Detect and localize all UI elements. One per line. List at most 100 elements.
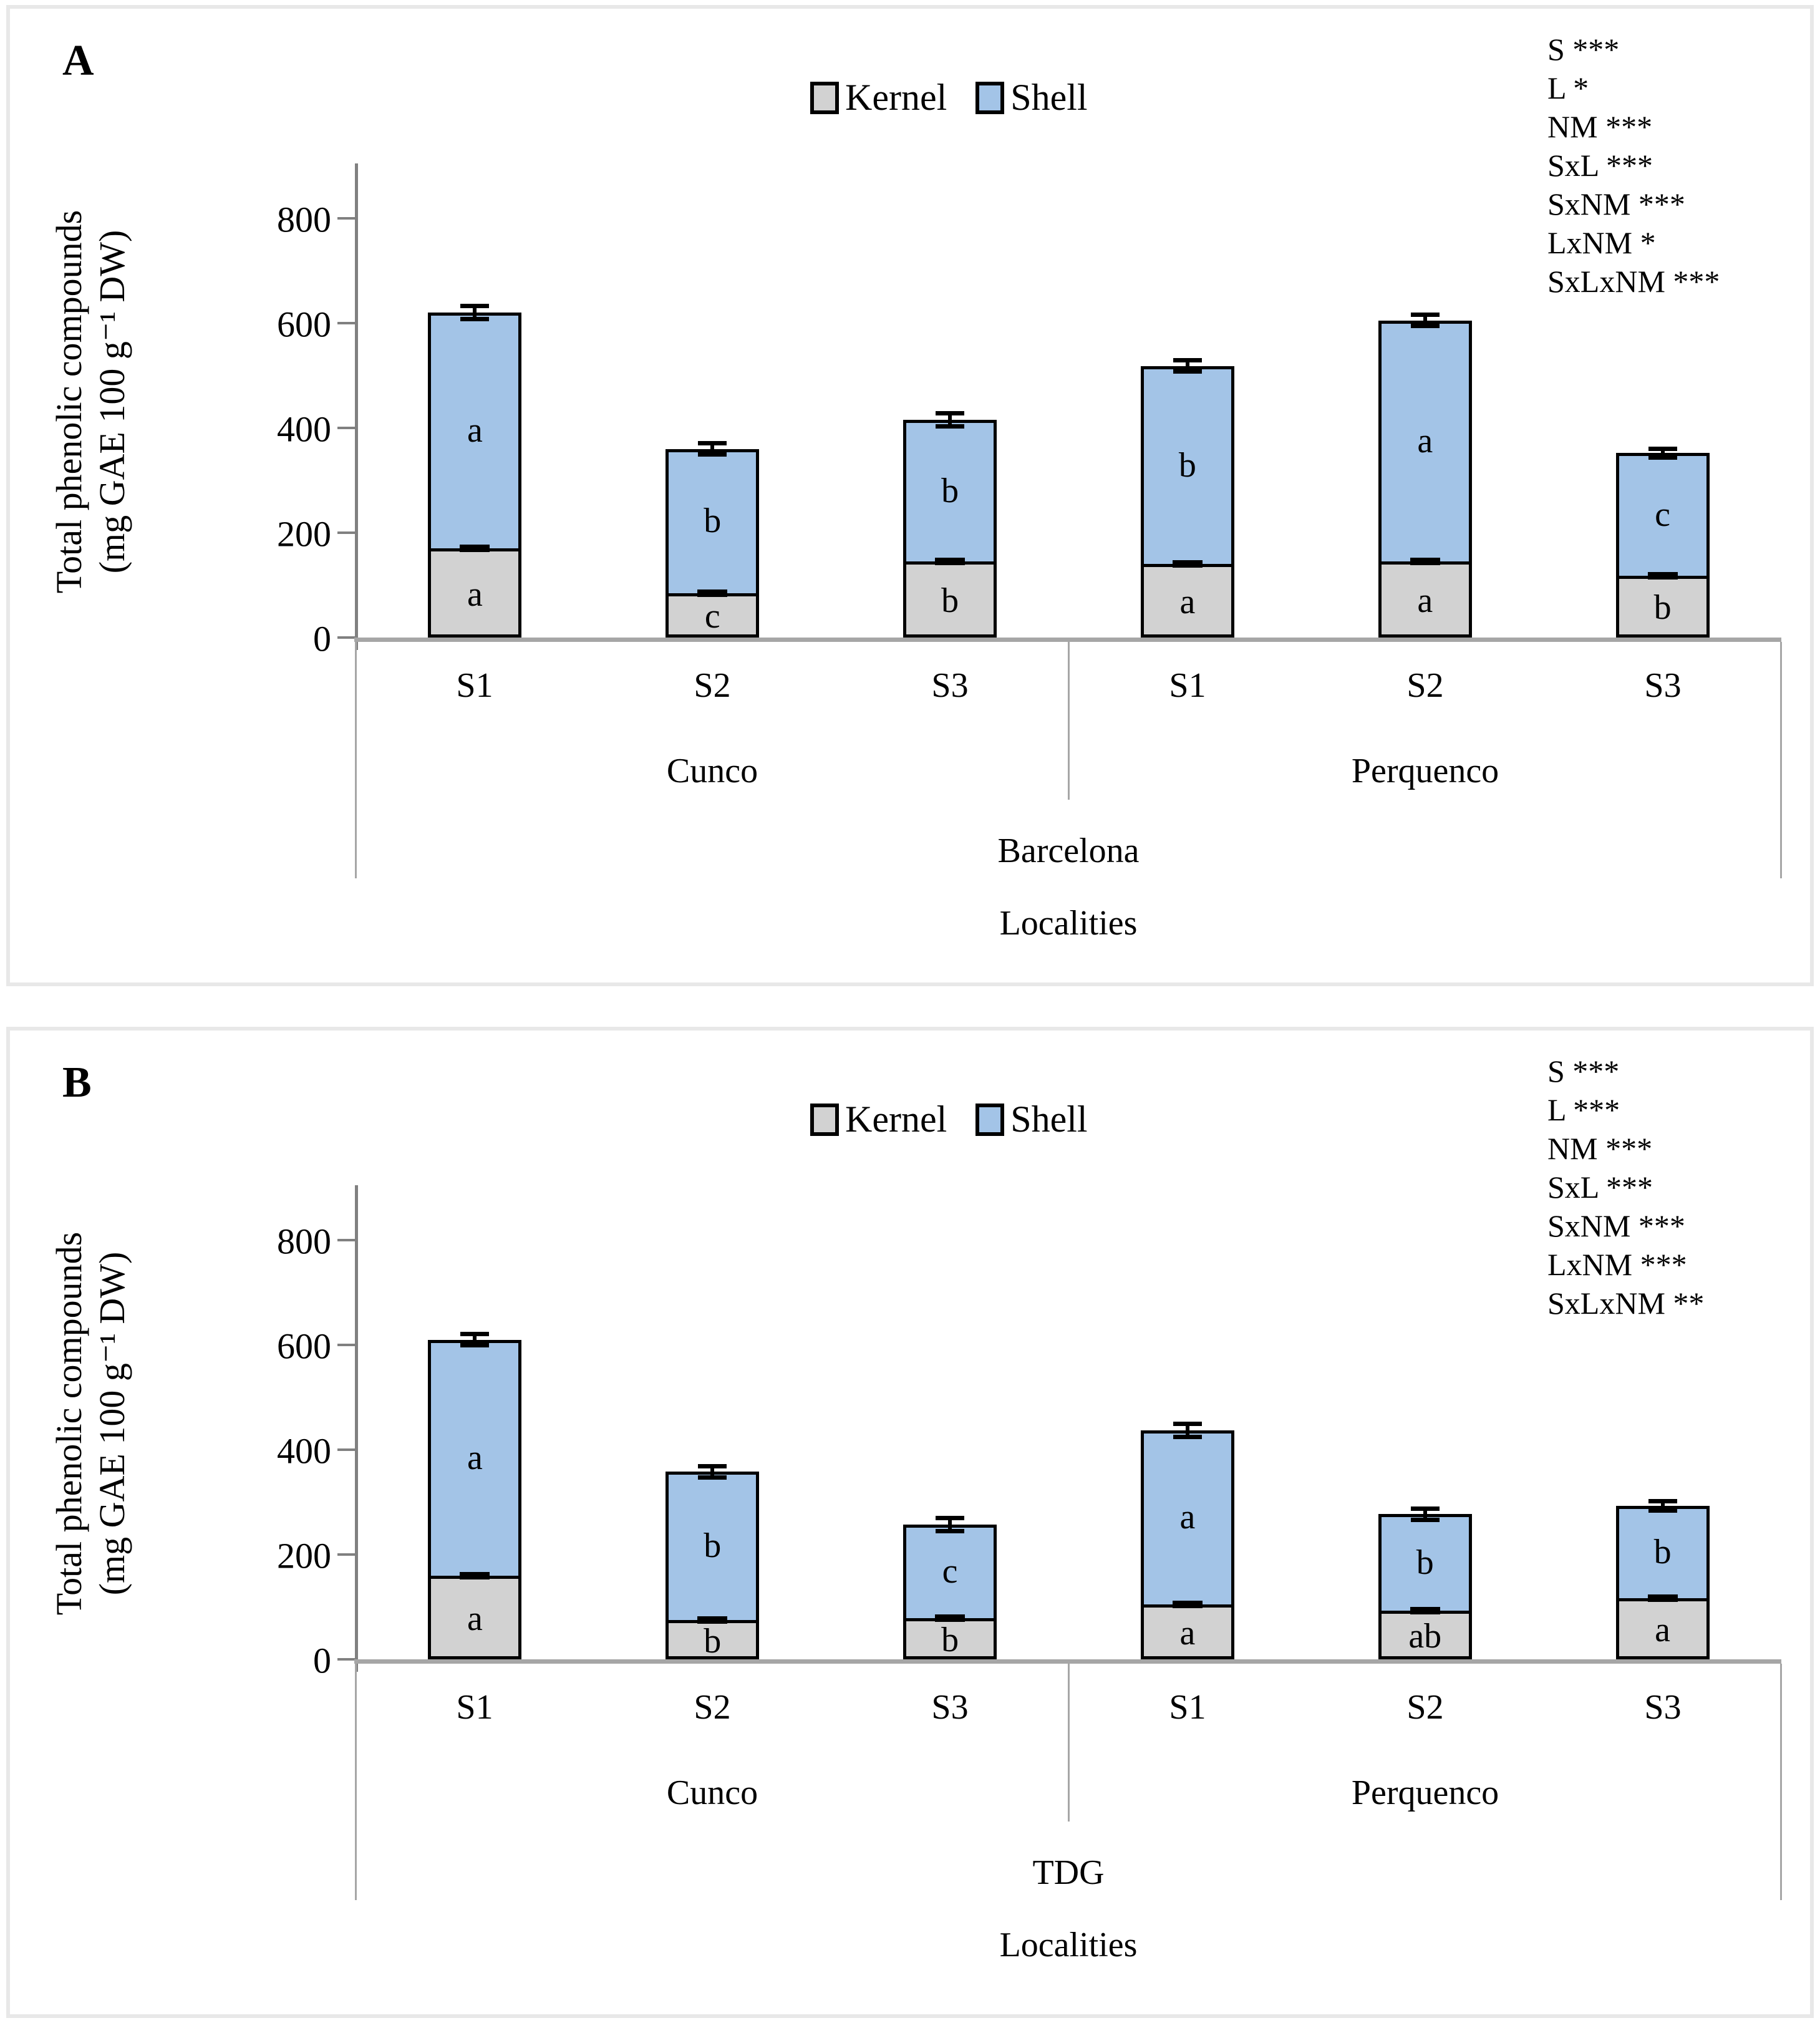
category-label: S1 [1169, 1688, 1206, 1727]
significance-letter-kernel: a [1179, 1613, 1196, 1652]
error-bar-line [1660, 1501, 1665, 1510]
kernel-error-marker [697, 1616, 728, 1624]
stats-line: LxNM * [1547, 225, 1656, 260]
y-tick-label: 0 [313, 1640, 331, 1681]
panel-letter: A [62, 37, 94, 85]
legend: Kernel Shell [810, 1098, 1116, 1141]
error-bar-cap-top [460, 304, 490, 309]
error-bar-line [473, 1334, 477, 1345]
x-axis-baseline [354, 638, 1781, 642]
y-tick-label: 0 [313, 618, 331, 659]
category-label: S3 [931, 666, 969, 705]
error-bar-cap-bottom [1173, 1435, 1202, 1439]
significance-letter-kernel: a [1179, 583, 1196, 622]
y-axis-line [355, 163, 358, 650]
stats-line: L *** [1547, 1092, 1620, 1127]
y-axis-line [355, 1185, 358, 1672]
significance-letter-shell: c [942, 1552, 958, 1591]
y-axis-tick [337, 1553, 356, 1556]
bar-segment-kernel [1615, 1598, 1710, 1659]
bar-segment-shell [903, 420, 997, 562]
category-box-right-line [1780, 1664, 1782, 1900]
stats-line: SxNM *** [1547, 1208, 1685, 1243]
error-bar-cap-top [1410, 313, 1440, 318]
error-bar-cap-bottom [460, 1343, 490, 1347]
significance-letter-shell: b [1653, 1532, 1672, 1571]
legend-label-shell: Shell [1010, 77, 1088, 118]
stats-line: SxLxNM ** [1547, 1286, 1705, 1321]
significance-letter-shell: b [1178, 445, 1196, 485]
error-bar-line [710, 444, 715, 454]
bar-segment-kernel [1378, 1610, 1472, 1659]
category-box-left-line [355, 642, 357, 878]
kernel-error-marker [460, 545, 490, 553]
plot-area: a a b b c b a a b ab b a [10, 1031, 1810, 2014]
bar-segment-kernel [428, 1575, 522, 1659]
significance-letter-kernel: ab [1408, 1616, 1442, 1656]
y-tick-label: 600 [277, 304, 331, 345]
significance-letter-shell: a [1417, 422, 1433, 460]
error-bar-line [948, 1518, 952, 1531]
error-bar-cap-bottom [1410, 324, 1440, 329]
error-bar-line [948, 414, 952, 427]
category-box-left-line [355, 1664, 357, 1900]
significance-letter-kernel: a [1417, 581, 1433, 621]
legend-swatch-shell [975, 1103, 1005, 1136]
significance-letter-kernel: a [467, 575, 483, 614]
significance-letter-shell: b [704, 502, 722, 541]
error-bar-cap-top [936, 411, 965, 416]
error-bar-cap-top [936, 1516, 965, 1521]
y-tick-label: 800 [277, 1221, 331, 1262]
bar-segment-shell [1140, 366, 1234, 565]
error-bar-cap-top [1173, 1421, 1202, 1426]
stats-line: L * [1547, 70, 1589, 105]
y-axis-tick [337, 1658, 356, 1661]
legend: Kernel Shell [810, 76, 1116, 119]
error-bar-cap-top [1648, 446, 1677, 451]
error-bar-cap-top [698, 441, 727, 446]
significance-letter-kernel: a [1655, 1610, 1671, 1649]
stats-line: S *** [1547, 32, 1620, 67]
significance-letter-kernel: b [704, 1621, 722, 1661]
stats-line: LxNM *** [1547, 1247, 1687, 1282]
significance-letter-kernel: a [467, 1599, 483, 1638]
stats-line: SxLxNM *** [1547, 264, 1720, 299]
category-label: S2 [694, 666, 731, 705]
error-bar-cap-bottom [936, 1529, 965, 1534]
region-label: Barcelona [997, 832, 1140, 870]
kernel-error-marker [460, 1571, 490, 1579]
panel-letter: B [62, 1059, 92, 1107]
y-axis-tick [337, 1448, 356, 1451]
category-label: S1 [456, 666, 493, 705]
x-axis-title: Localities [999, 904, 1138, 943]
error-bar-cap-top [698, 1463, 727, 1468]
bar-segment-shell [428, 313, 522, 549]
error-bar-line [710, 1466, 715, 1477]
error-bar-line [1185, 1424, 1189, 1437]
error-bar-cap-top [1410, 1506, 1440, 1511]
error-bar-cap-top [1173, 358, 1202, 363]
error-bar-cap-bottom [1648, 455, 1677, 460]
kernel-error-marker [1647, 1594, 1678, 1602]
error-bar-cap-bottom [936, 424, 965, 429]
region-label: TDG [1032, 1853, 1105, 1892]
error-bar-cap-bottom [698, 452, 727, 457]
significance-letter-shell: b [1416, 1543, 1434, 1582]
bar-segment-kernel [428, 548, 522, 638]
error-bar-cap-bottom [1648, 1508, 1677, 1513]
y-axis-tick [337, 636, 356, 639]
kernel-error-marker [1647, 571, 1678, 580]
y-axis-tick [337, 217, 356, 220]
error-bar-cap-bottom [1173, 369, 1202, 374]
bar-segment-kernel [666, 1620, 760, 1659]
bar-segment-shell [428, 1339, 522, 1576]
category-label: S1 [1169, 666, 1206, 705]
error-bar-cap-bottom [1410, 1517, 1440, 1522]
significance-letter-kernel: b [1653, 588, 1672, 628]
category-box-right-line [1780, 642, 1782, 878]
group-label: Cunco [666, 752, 758, 790]
significance-letter-shell: a [467, 1438, 483, 1477]
category-label: S3 [931, 1688, 969, 1727]
category-label: S2 [694, 1688, 731, 1727]
significance-letter-kernel: c [704, 597, 720, 636]
